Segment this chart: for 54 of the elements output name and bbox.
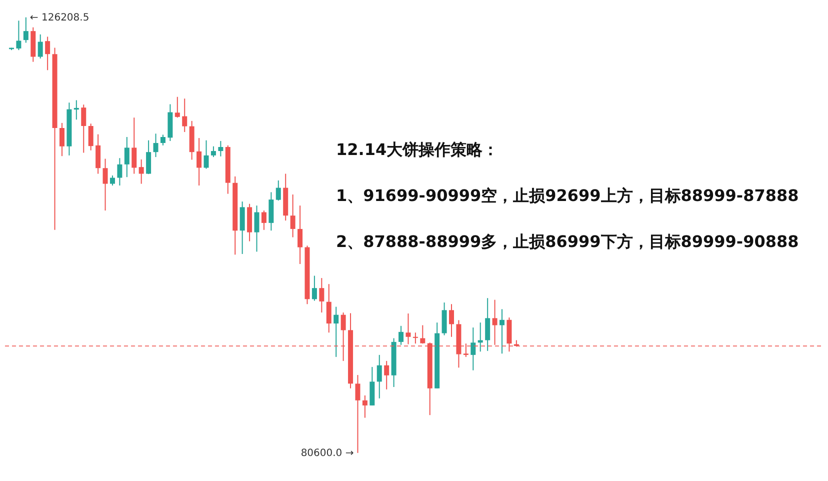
annotation: ← 126208.5: [30, 12, 90, 24]
candlestick: [45, 36, 50, 71]
candlestick: [449, 304, 454, 338]
candlestick: [218, 140, 224, 157]
candlestick: [204, 140, 209, 170]
candlestick: [362, 394, 368, 418]
candlestick: [117, 158, 122, 186]
annotation: 12.14大饼操作策略：: [336, 140, 499, 159]
candlestick: [485, 298, 490, 352]
annotation: 2、87888-88999多，止损86999下方，目标89999-90888: [336, 232, 799, 251]
candlestick: [138, 158, 144, 184]
candlestick: [153, 133, 158, 158]
candlestick: [384, 360, 390, 390]
candlestick: [319, 278, 324, 314]
candlestick: [210, 146, 216, 158]
candlestick: [102, 158, 108, 212]
candlestick: [312, 275, 317, 302]
candlestick: [398, 325, 404, 346]
candlestick: [442, 302, 447, 336]
candlestick: [38, 34, 43, 59]
candlestick: [196, 138, 202, 186]
candlestick: [124, 136, 130, 178]
candlestick: [500, 308, 505, 354]
candlestick: [276, 180, 281, 201]
candlestick: [376, 354, 382, 399]
candlestick: [240, 201, 245, 254]
candlestick: [261, 210, 266, 230]
candlestick: [23, 16, 28, 44]
candlestick: [254, 205, 260, 252]
candlestick: [326, 284, 332, 334]
candlestick: [298, 205, 303, 265]
candlestick: [182, 98, 188, 133]
candlestick: [132, 117, 137, 174]
annotation: 1、91699-90999空，止损92699上方，目标88999-87888: [336, 186, 799, 205]
candlestick: [59, 122, 64, 157]
candlestick: [290, 194, 296, 238]
candlestick: [16, 20, 22, 51]
candlestick: [88, 123, 94, 151]
candlestick: [174, 96, 180, 118]
candlestick: [370, 366, 375, 406]
candlestick: [334, 306, 339, 358]
candlestick: [110, 174, 115, 186]
candlestick: [96, 134, 101, 174]
candlestick: [160, 134, 166, 146]
candlestick: [420, 324, 426, 344]
candlestick: [355, 374, 360, 454]
candlestick: [74, 100, 79, 120]
candlestick: [412, 332, 418, 344]
candlestick: [81, 104, 86, 154]
candlestick: [470, 327, 476, 371]
candlestick: [478, 322, 483, 352]
candlestick: [146, 140, 152, 175]
candlestick: [268, 192, 274, 232]
annotation: 80600.0 →: [300, 448, 354, 459]
